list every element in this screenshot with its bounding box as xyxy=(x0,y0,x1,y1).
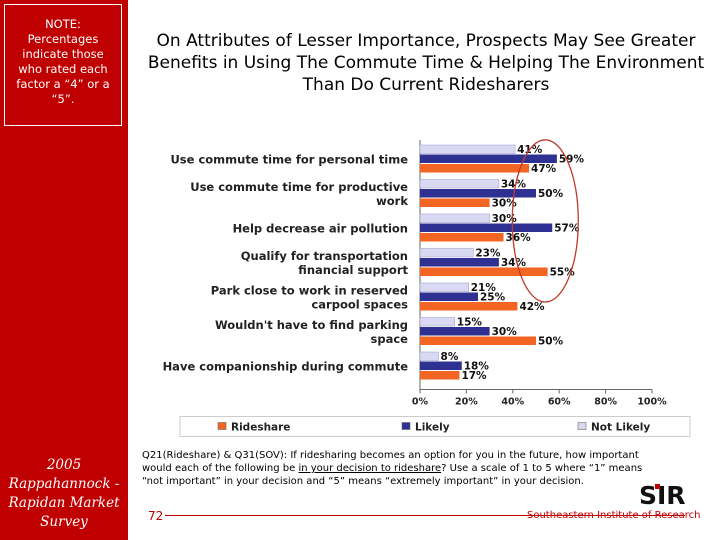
legend-label: Rideshare xyxy=(231,422,290,434)
category-label: Wouldn't have to find parking xyxy=(215,318,408,332)
bar-likely xyxy=(420,361,462,370)
bar-not-likely xyxy=(419,282,469,292)
bar-likely xyxy=(420,223,553,232)
data-label: 34% xyxy=(501,179,527,191)
data-label: 15% xyxy=(457,317,483,329)
legend-swatch xyxy=(217,422,227,430)
data-label: 21% xyxy=(471,282,497,294)
bar-rideshare xyxy=(420,371,460,380)
data-label: 8% xyxy=(441,351,459,363)
legend-box xyxy=(179,416,691,437)
data-label: 47% xyxy=(531,163,557,175)
bar-chart: 0% 20% 40% 60% 80% 100% 41% 59%47% Use commute t… xyxy=(163,139,691,437)
footer-divider xyxy=(165,515,685,516)
bar-not-likely xyxy=(419,248,474,258)
category-label: work xyxy=(376,194,408,208)
category-label: Have companionship during commute xyxy=(163,359,409,373)
bar-rideshare xyxy=(420,164,530,173)
footnote-underlined: in your decision to rideshare xyxy=(298,463,442,474)
footnote-text-a: Q21(Rideshare) & Q31(SOV): If ridesharin… xyxy=(142,450,639,474)
bar-not-likely xyxy=(419,351,439,361)
highlight-oval xyxy=(511,139,579,303)
bar-likely xyxy=(420,154,557,163)
bar-likely xyxy=(420,292,478,301)
legend-label: Not Likely xyxy=(591,422,650,434)
slide-title: On Attributes of Lesser Importance, Pros… xyxy=(147,31,705,95)
x-tick-label: 40% xyxy=(501,397,524,408)
data-label: 25% xyxy=(480,292,506,304)
x-tick-label: 60% xyxy=(548,397,571,408)
category-label: Use commute time for personal time xyxy=(170,152,408,166)
x-tick-label: 80% xyxy=(594,397,617,408)
bar-likely xyxy=(420,327,490,336)
data-label: 50% xyxy=(538,336,564,348)
logo-dot xyxy=(655,484,660,489)
bar-not-likely xyxy=(419,179,500,189)
data-label: 57% xyxy=(554,223,580,235)
category-label: Help decrease air pollution xyxy=(233,221,408,235)
sir-logo: SIR xyxy=(639,481,686,508)
bar-not-likely xyxy=(419,213,490,223)
x-tick-label: 100% xyxy=(637,397,667,408)
data-label: 23% xyxy=(475,248,501,260)
sir-logo-text: SIR xyxy=(639,481,686,508)
legend-swatch xyxy=(577,422,587,430)
footnote-text-b: ? Use a scale of 1 to 5 where “1” means … xyxy=(142,463,643,487)
bar-rideshare xyxy=(420,198,490,207)
footnote: Q21(Rideshare) & Q31(SOV): If ridesharin… xyxy=(142,449,647,488)
bar-rideshare xyxy=(420,267,548,276)
category-label: Park close to work in reserved xyxy=(211,283,408,297)
data-label: 30% xyxy=(492,198,518,210)
legend-label: Likely xyxy=(415,422,450,434)
page-number: 72 xyxy=(148,509,164,523)
note-box: NOTE: Percentages indicate those who rat… xyxy=(4,4,122,126)
bar-not-likely xyxy=(419,317,456,327)
data-label: 55% xyxy=(550,267,576,279)
sidebar: NOTE: Percentages indicate those who rat… xyxy=(0,0,128,540)
category-label: carpool spaces xyxy=(311,297,408,311)
bar-likely xyxy=(420,189,536,198)
data-label: 36% xyxy=(506,232,532,244)
bar-rideshare xyxy=(420,302,518,311)
data-label: 59% xyxy=(559,154,585,166)
bar-rideshare xyxy=(420,233,504,242)
x-tick-label: 0% xyxy=(412,397,429,408)
data-label: 30% xyxy=(492,326,518,338)
data-label: 50% xyxy=(538,188,564,200)
survey-title: 2005 Rappahannock - Rapidan Market Surve… xyxy=(8,457,120,530)
category-label: Use commute time for productive xyxy=(190,180,408,194)
bar-rideshare xyxy=(420,336,536,345)
x-tick-label: 20% xyxy=(455,397,478,408)
data-label: 41% xyxy=(517,144,543,156)
category-label: Qualify for transportation xyxy=(241,249,408,263)
organization-name: Southeastern Institute of Research xyxy=(527,510,701,521)
category-label: financial support xyxy=(298,263,408,277)
data-label: 34% xyxy=(501,257,527,269)
bar-not-likely xyxy=(419,144,516,154)
bar-likely xyxy=(420,258,499,267)
data-label: 30% xyxy=(492,213,518,225)
data-label: 18% xyxy=(464,361,490,373)
category-label: space xyxy=(371,332,409,346)
legend-swatch xyxy=(401,422,411,430)
data-label: 42% xyxy=(519,301,545,313)
data-label: 17% xyxy=(461,370,487,382)
